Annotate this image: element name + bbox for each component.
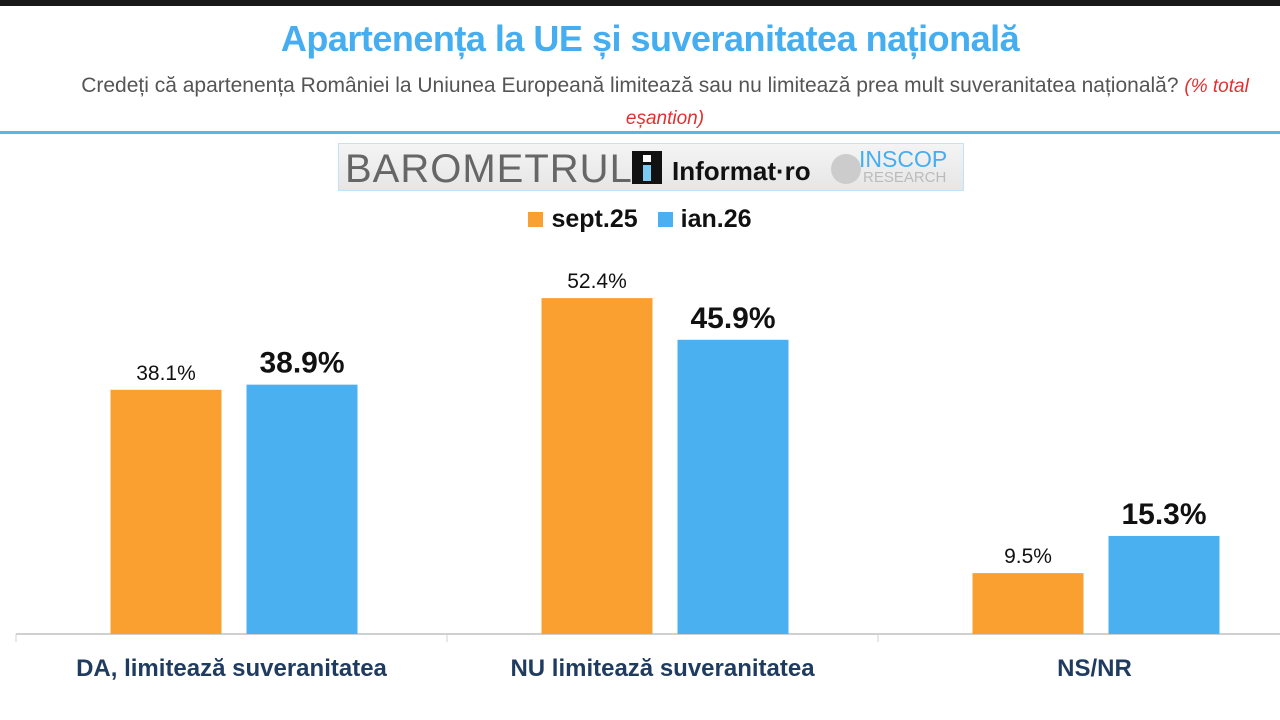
legend-item-ian26: ian.26 xyxy=(657,205,752,234)
barometrul-logo-text: BAROMETRUL xyxy=(345,147,633,191)
header-divider xyxy=(0,131,1280,134)
data-label: 15.3% xyxy=(1121,498,1206,531)
inscop-logo-icon xyxy=(831,154,861,184)
bar-sept25 xyxy=(110,389,222,634)
legend-swatch-ian26 xyxy=(657,212,673,227)
informat-logo-text: Informat·ro xyxy=(672,156,811,186)
category-label: DA, limitează suveranitatea xyxy=(76,655,387,682)
category-label: NU limitează suveranitatea xyxy=(510,655,815,682)
question-text: Credeți că apartenența României la Uniun… xyxy=(81,74,1179,97)
legend: sept.25 ian.26 xyxy=(0,205,1280,234)
category-label: NS/NR xyxy=(1057,655,1132,682)
inscop-logo-text: INSCOP xyxy=(859,146,948,172)
chart-subtitle: Credeți că apartenența României la Uniun… xyxy=(60,70,1270,134)
legend-swatch-sept25 xyxy=(528,212,544,227)
legend-label: sept.25 xyxy=(551,205,638,233)
data-label: 45.9% xyxy=(690,302,775,335)
bar-ian26 xyxy=(1108,535,1220,634)
chart-title: Apartenența la UE și suveranitatea națio… xyxy=(280,18,1020,59)
legend-item-sept25: sept.25 xyxy=(528,205,638,234)
bar-ian26 xyxy=(677,339,789,634)
legend-label: ian.26 xyxy=(680,205,752,233)
bar-ian26 xyxy=(246,384,358,634)
sample-note: (% total eșantion) xyxy=(625,76,1249,129)
data-label: 9.5% xyxy=(1004,545,1052,568)
data-label: 38.9% xyxy=(259,347,344,380)
barometer-logo-banner: BAROMETRUL Informat·ro INSCOP RESEARCH xyxy=(338,143,964,191)
informat-logo-icon xyxy=(632,151,662,184)
bar-sept25 xyxy=(972,573,1084,634)
research-logo-text: RESEARCH xyxy=(863,169,947,186)
data-label: 52.4% xyxy=(567,270,627,293)
top-bar xyxy=(0,0,1280,6)
bar-sept25 xyxy=(541,298,653,634)
data-label: 38.1% xyxy=(136,362,196,385)
